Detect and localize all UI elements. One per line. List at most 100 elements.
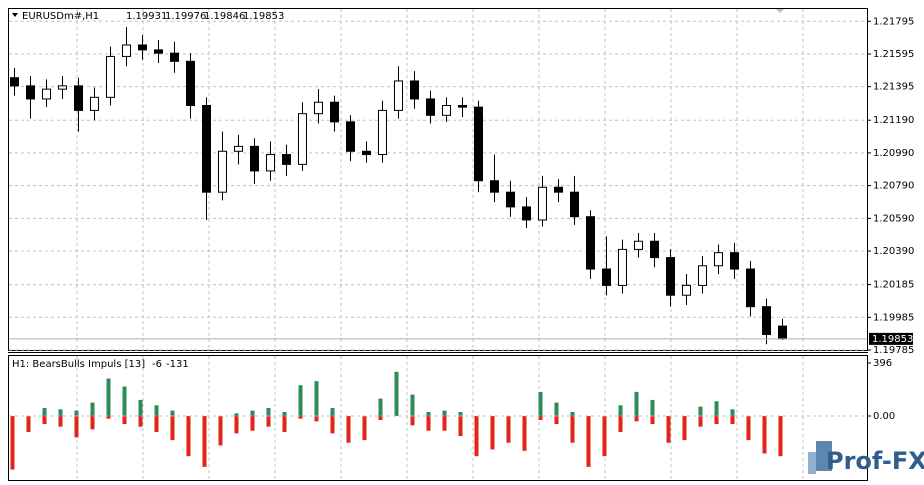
histogram-bar <box>202 415 207 467</box>
histogram-bar <box>762 415 767 454</box>
candle-body <box>234 145 243 152</box>
candle-body <box>410 80 419 100</box>
histogram-bar <box>778 415 783 457</box>
candle-body <box>298 113 307 165</box>
histogram-bar <box>474 415 479 457</box>
histogram-bar <box>282 411 287 416</box>
y-tick-label: 1.19985 <box>873 312 914 323</box>
histogram-bar <box>682 415 687 441</box>
watermark: Prof-FX <box>826 447 924 475</box>
menu-arrow[interactable] <box>12 13 18 17</box>
y-tick-label: 1.20790 <box>873 181 914 192</box>
y-tick-label: 1.19785 <box>873 345 914 356</box>
histogram-bar <box>74 410 79 416</box>
candle-body <box>522 206 531 221</box>
candle-body <box>602 268 611 286</box>
histogram-bar <box>522 415 527 451</box>
last-low: 1.19846 <box>204 11 245 22</box>
histogram-bar <box>554 415 559 425</box>
histogram-bar <box>698 406 703 416</box>
candle-body <box>394 80 403 111</box>
histogram-bar <box>122 386 127 416</box>
candle-body <box>442 104 451 116</box>
candle-body <box>586 216 595 270</box>
histogram-bar <box>298 385 303 416</box>
histogram-bar <box>138 415 143 427</box>
candle-body <box>474 106 483 182</box>
histogram-bar <box>282 415 287 433</box>
candle-body <box>762 306 771 335</box>
y-tick-label: 1.20990 <box>873 148 914 159</box>
histogram-bar <box>170 410 175 416</box>
candle-body <box>378 109 387 156</box>
histogram-bar <box>122 415 127 425</box>
histogram-bar <box>298 415 303 419</box>
histogram-bar <box>458 411 463 416</box>
histogram-bar <box>602 415 607 457</box>
candle-body <box>730 252 739 270</box>
histogram-bar <box>314 381 319 416</box>
histogram-bar <box>490 415 495 450</box>
histogram-bar <box>10 415 15 470</box>
histogram-bar <box>730 409 735 416</box>
histogram-bar <box>618 405 623 416</box>
histogram-bar <box>58 409 63 416</box>
histogram-bar <box>538 415 543 421</box>
candle-body <box>266 154 275 172</box>
y-tick-label: 1.21795 <box>873 16 914 27</box>
candle-body <box>202 104 211 193</box>
candle-body <box>154 49 163 54</box>
last-high: 1.19976 <box>165 11 206 22</box>
candle-body <box>186 60 195 106</box>
histogram-bar <box>746 415 751 441</box>
y-tick-label: 1.21595 <box>873 49 914 60</box>
histogram-bar <box>570 415 575 443</box>
histogram-bar <box>362 415 367 441</box>
candle-body <box>554 186 563 193</box>
histogram-bar <box>58 415 63 427</box>
histogram-bar <box>650 399 655 416</box>
histogram-bar <box>618 415 623 433</box>
histogram-bar <box>714 415 719 425</box>
histogram-bar <box>378 398 383 416</box>
last-open: 1.19931 <box>126 11 167 22</box>
symbol: EURUSDm#,H1 <box>22 11 99 22</box>
candle-body <box>650 240 659 259</box>
candle-body <box>26 85 35 100</box>
histogram-bar <box>698 415 703 427</box>
candle-body <box>74 85 83 111</box>
candle-body <box>506 191 515 208</box>
histogram-bar <box>330 407 335 416</box>
histogram-bar <box>442 415 447 431</box>
y-tick-label: 1.21190 <box>873 115 914 126</box>
candle-body <box>538 186 547 221</box>
histogram-bar <box>218 415 223 446</box>
histogram-bar <box>314 415 319 422</box>
candle-body <box>362 150 371 156</box>
histogram-bar <box>90 415 95 430</box>
histogram-bar <box>90 402 95 416</box>
histogram-bar <box>154 415 159 433</box>
candle-body <box>778 325 787 340</box>
histogram-bar <box>42 415 47 425</box>
y-tick-label: 396 <box>873 358 892 369</box>
candle-body <box>458 104 467 108</box>
histogram-bar <box>26 415 31 433</box>
candle-body <box>490 180 499 193</box>
histogram-bar <box>730 415 735 425</box>
candle-body <box>714 252 723 267</box>
price-label-box <box>869 332 913 345</box>
last-close: 1.19853 <box>243 11 284 22</box>
histogram-bar <box>250 415 255 431</box>
histogram-bar <box>410 415 415 426</box>
candle-body <box>218 150 227 193</box>
histogram-bar <box>266 415 271 427</box>
histogram-bar <box>234 413 239 416</box>
histogram-bar <box>442 410 447 416</box>
candle-body <box>250 145 259 172</box>
histogram-bar <box>410 394 415 416</box>
histogram-bar <box>634 391 639 416</box>
candle-body <box>282 154 291 165</box>
histogram-bar <box>106 378 111 416</box>
